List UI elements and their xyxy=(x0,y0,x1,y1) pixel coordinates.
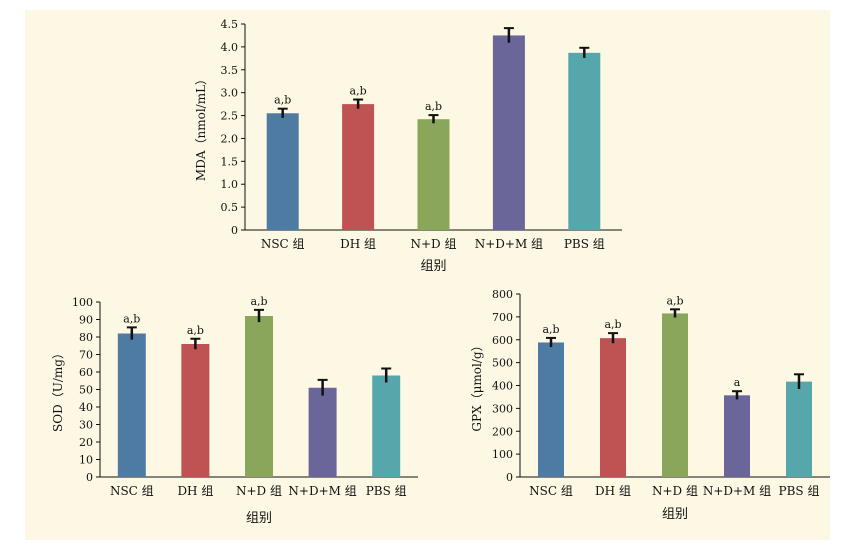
x-tick-label: NSC 组 xyxy=(110,484,154,498)
y-axis-label: SOD（U/mg） xyxy=(51,347,65,432)
y-tick-label: 0 xyxy=(231,224,238,237)
x-tick-label: PBS 组 xyxy=(366,484,407,498)
y-tick-label: 700 xyxy=(492,311,513,324)
chart-2: 0 10 20 30 40 50 60 70 80 90 100 a,b NSC 组 a,b DH 组 a,b… xyxy=(51,295,418,526)
bar-annotation: a,b xyxy=(123,312,140,325)
x-tick-label: PBS 组 xyxy=(564,237,605,251)
y-tick-label: 40 xyxy=(79,401,93,414)
bar xyxy=(181,344,210,477)
y-tick-label: 2.0 xyxy=(221,132,239,145)
bar-annotation: a,b xyxy=(187,324,204,337)
bar xyxy=(568,52,601,231)
x-tick-label: NSC 组 xyxy=(261,237,305,251)
y-tick-label: 500 xyxy=(492,357,513,370)
y-tick-label: 1.5 xyxy=(221,155,239,168)
y-tick-label: 100 xyxy=(72,296,93,309)
y-tick-label: 4.5 xyxy=(221,18,239,31)
y-tick-label: 2.5 xyxy=(221,110,239,123)
y-tick-label: 300 xyxy=(492,402,513,415)
y-tick-label: 100 xyxy=(492,448,513,461)
x-tick-label: N+D 组 xyxy=(652,484,698,498)
bar xyxy=(724,395,750,477)
y-tick-label: 3.0 xyxy=(221,87,239,100)
bar xyxy=(492,35,525,230)
y-tick-label: 4.0 xyxy=(221,41,239,54)
x-tick-label: N+D 组 xyxy=(411,237,457,251)
x-tick-label: DH 组 xyxy=(340,237,376,251)
y-tick-label: 400 xyxy=(492,380,513,393)
y-tick-label: 30 xyxy=(79,419,93,432)
y-tick-label: 1.0 xyxy=(221,178,239,191)
y-tick-label: 0 xyxy=(506,471,513,484)
x-tick-label: DH 组 xyxy=(177,484,213,498)
bar xyxy=(308,387,337,477)
bar xyxy=(786,381,812,477)
chart-1: 0 0.5 1.0 1.5 2.0 2.5 3.0 3.5 4.0 4.5 a,b NSC 组 a,b D… xyxy=(194,18,622,274)
figure-panel xyxy=(25,10,830,540)
bar-annotation: a,b xyxy=(425,100,442,113)
bar-annotation: a,b xyxy=(666,294,683,307)
bar-annotation: a,b xyxy=(604,318,621,331)
x-tick-label: N+D+M 组 xyxy=(703,484,771,498)
y-tick-label: 90 xyxy=(79,314,93,327)
bar xyxy=(417,119,450,230)
bar-annotation: a xyxy=(734,376,741,389)
y-tick-label: 600 xyxy=(492,334,513,347)
y-axis-label: MDA（nmol/mL） xyxy=(194,73,208,181)
x-tick-label: N+D+M 组 xyxy=(475,237,543,251)
x-axis-label: 组别 xyxy=(246,511,272,526)
bar-annotation: a,b xyxy=(350,85,367,98)
y-tick-label: 50 xyxy=(79,384,93,397)
y-tick-label: 3.5 xyxy=(221,64,239,77)
bar-annotation: a,b xyxy=(542,323,559,336)
x-axis-label: 组别 xyxy=(420,259,446,274)
x-tick-label: N+D 组 xyxy=(236,484,282,498)
bar xyxy=(266,113,299,230)
y-tick-label: 80 xyxy=(79,331,93,344)
chart-3: 0 100 200 300 400 500 600 700 800 a,b NSC 组 a,b DH 组… xyxy=(470,288,830,522)
bar xyxy=(342,104,375,230)
y-tick-label: 10 xyxy=(79,454,93,467)
y-tick-label: 70 xyxy=(79,349,93,362)
bar xyxy=(600,338,626,477)
bar xyxy=(117,333,146,477)
bar-annotation: a,b xyxy=(274,94,291,107)
bar xyxy=(245,316,273,477)
bar xyxy=(372,375,401,477)
y-tick-label: 60 xyxy=(79,366,93,379)
x-tick-label: N+D+M 组 xyxy=(288,484,356,498)
y-tick-label: 0 xyxy=(86,471,93,484)
y-axis-label: GPX（μmol/g） xyxy=(470,339,484,431)
bar xyxy=(538,342,564,477)
x-tick-label: DH 组 xyxy=(595,484,631,498)
y-tick-label: 800 xyxy=(492,288,513,301)
x-tick-label: NSC 组 xyxy=(529,484,573,498)
bar-annotation: a,b xyxy=(250,295,267,308)
y-tick-label: 0.5 xyxy=(221,201,239,214)
x-tick-label: PBS 组 xyxy=(779,484,820,498)
y-tick-label: 200 xyxy=(492,425,513,438)
y-tick-label: 20 xyxy=(79,436,93,449)
x-axis-label: 组别 xyxy=(662,507,688,522)
bar xyxy=(662,313,688,477)
